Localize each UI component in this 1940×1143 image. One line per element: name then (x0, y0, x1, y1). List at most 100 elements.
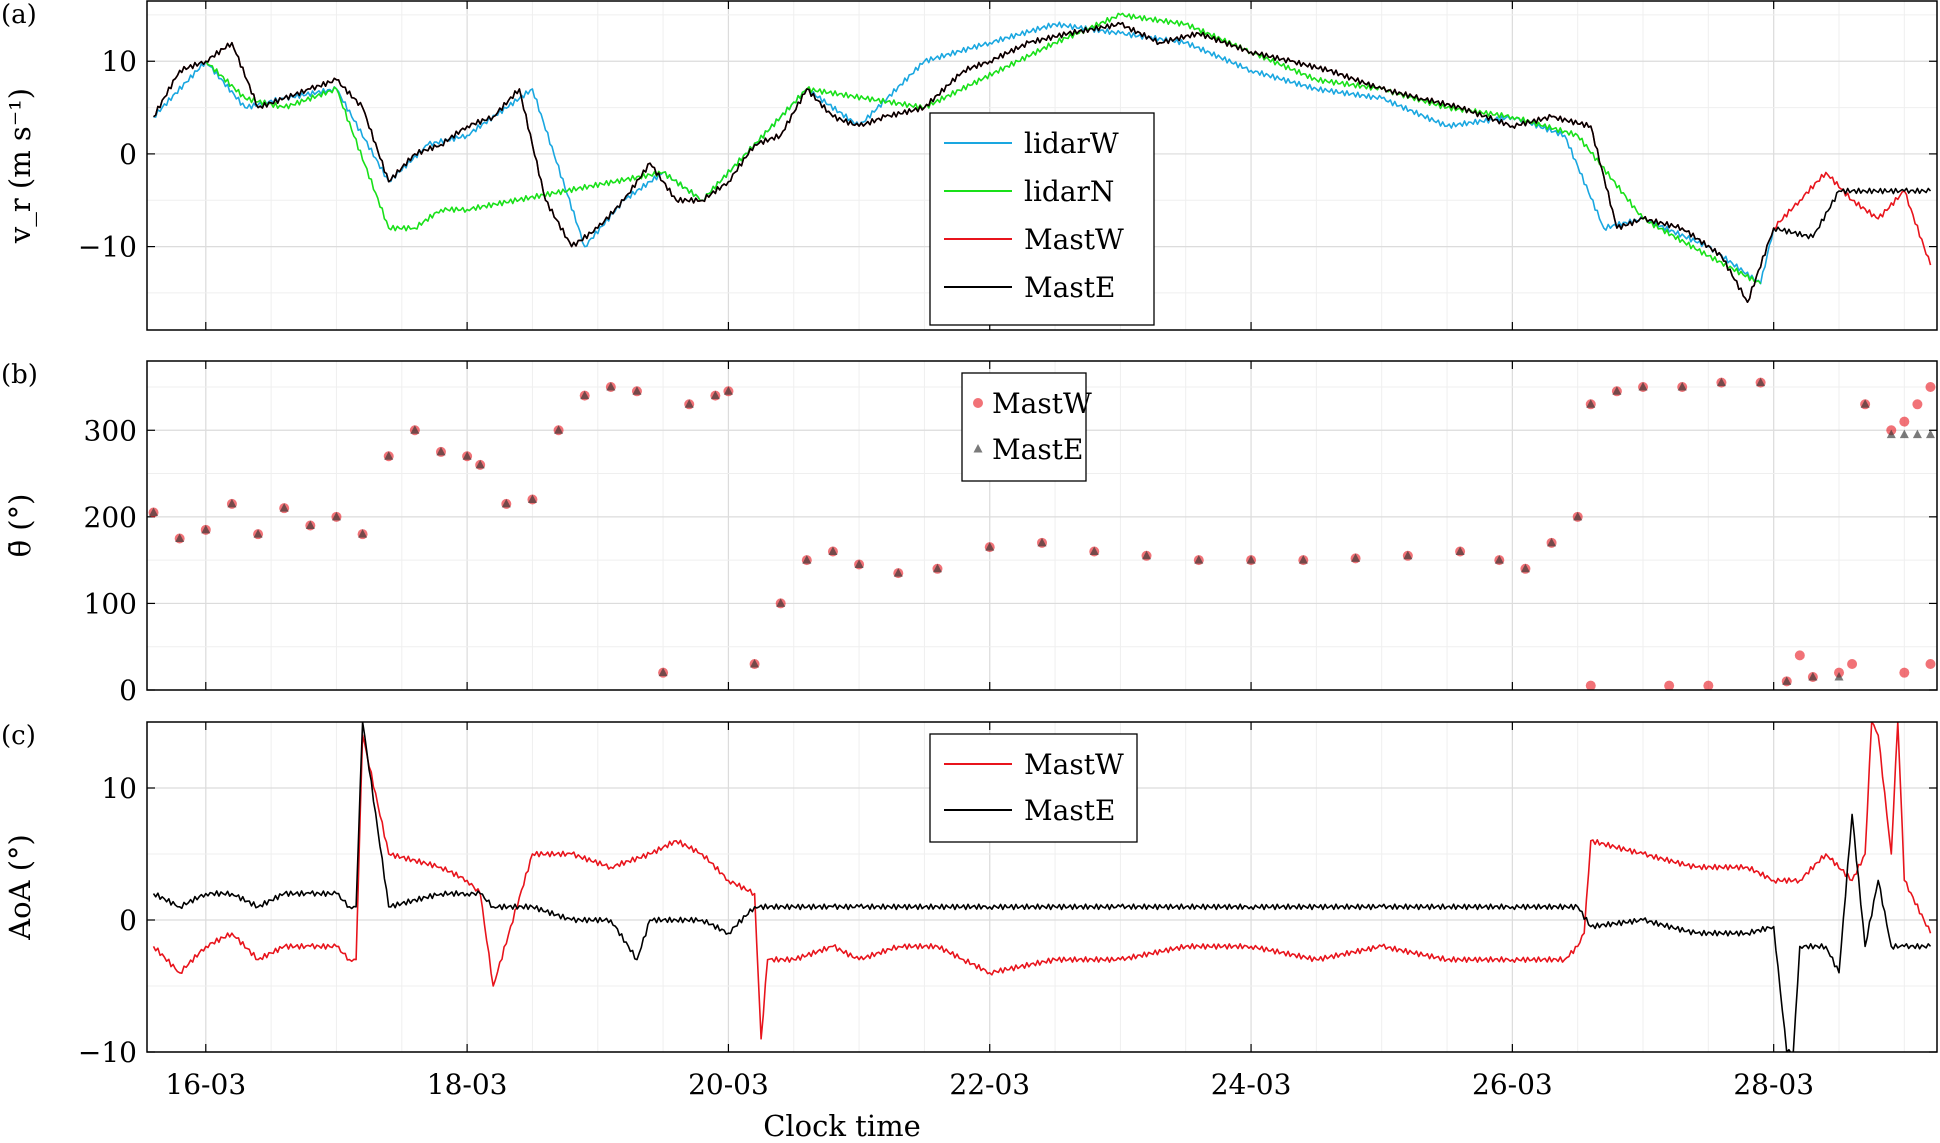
legend-label-MastW: MastW (992, 387, 1092, 420)
point-MastE (175, 533, 185, 542)
point-MastW (1585, 680, 1596, 690)
series-line-MastE (152, 722, 1932, 1052)
point-MastE (1194, 555, 1204, 564)
series-line-MastW (152, 722, 1932, 1040)
legend-label-MastW: MastW (1024, 748, 1124, 781)
point-MastE (1494, 555, 1504, 564)
legend: lidarW lidarN MastW MastE (929, 112, 1155, 326)
point-MastE (1246, 555, 1256, 564)
panel-c: −10 0 10 (c) AoA (°) MastW MastE (1, 721, 1938, 1069)
point-MastE (527, 494, 537, 504)
y-tick-label: 10 (101, 772, 137, 805)
y-axis-label: AoA (°) (3, 834, 37, 941)
point-MastE (893, 568, 903, 577)
panel-label: (a) (1, 0, 37, 30)
x-tick-label: 26-03 (1472, 1068, 1553, 1101)
point-MastE (710, 390, 720, 400)
point-MastE (1403, 550, 1413, 560)
legend-label-lidarW: lidarW (1024, 127, 1119, 160)
point-MastE (253, 529, 263, 538)
plot-area (152, 722, 1932, 1052)
legend-label-MastE: MastE (1024, 794, 1115, 827)
point-MastE (410, 425, 420, 434)
point-MastE (1860, 399, 1870, 408)
point-MastE (985, 542, 995, 551)
y-axis-label: v_r (m s⁻¹) (3, 88, 38, 244)
point-MastE (1573, 511, 1583, 521)
x-tick-label: 18-03 (427, 1068, 508, 1101)
point-MastE (606, 381, 616, 391)
legend: MastW MastE (929, 733, 1138, 843)
legend-box (929, 112, 1155, 326)
y-tick-label: 200 (84, 501, 137, 534)
panel-label: (b) (1, 360, 38, 390)
legend-label-MastE: MastE (1024, 271, 1115, 304)
point-MastW (1794, 650, 1805, 661)
panel-b: 0 100 200 300 (b) θ̄ (°) MastW MastE (1, 360, 1938, 707)
point-MastW (1664, 680, 1675, 690)
point-MastW (1925, 659, 1936, 670)
point-MastE (1886, 429, 1896, 439)
point-MastW (1925, 381, 1936, 392)
y-tick-label: 0 (119, 904, 137, 937)
y-tick-label: 300 (84, 414, 137, 447)
y-tick-label: 0 (119, 674, 137, 707)
point-MastE (1925, 429, 1935, 439)
point-MastE (1899, 429, 1909, 439)
point-MastE (305, 520, 315, 529)
point-MastW (1899, 667, 1910, 678)
point-MastE (1834, 672, 1844, 681)
point-MastE (1455, 546, 1465, 555)
point-MastE (580, 390, 590, 400)
point-MastE (279, 503, 289, 512)
point-MastE (684, 399, 694, 408)
series-line-lidarN (205, 12, 1762, 285)
legend-box (961, 372, 1087, 482)
y-tick-label: 0 (119, 138, 137, 171)
point-MastE (1677, 381, 1687, 391)
point-MastE (1351, 553, 1361, 562)
point-MastE (358, 529, 368, 538)
point-MastW (1703, 680, 1714, 690)
point-MastE (1520, 563, 1530, 573)
axes-frame (146, 0, 1938, 331)
x-axis-label: Clock time (763, 1109, 921, 1143)
point-MastE (201, 524, 211, 534)
panel-a: −10 0 10 (a) v_r (m s⁻¹) lidarW lidarN MastW Mas… (1, 0, 1938, 331)
y-tick-label: 10 (101, 45, 137, 78)
point-MastE (932, 563, 942, 573)
axes-frame (146, 721, 1938, 1053)
legend-label-MastE: MastE (992, 433, 1083, 466)
point-MastE (227, 498, 237, 508)
x-tick-label: 20-03 (688, 1068, 769, 1101)
point-MastE (658, 667, 668, 677)
point-MastE (1638, 381, 1648, 391)
point-MastE (1037, 537, 1047, 547)
point-MastE (1142, 550, 1152, 560)
shared-x-axis: 16-03 18-03 20-03 22-03 24-03 26-03 28-03 (165, 1068, 1814, 1101)
point-MastE (149, 507, 159, 517)
series-line-MastE (153, 21, 1932, 304)
legend: MastW MastE (961, 372, 1092, 482)
plot-area (153, 12, 1932, 304)
point-MastE (723, 386, 733, 395)
point-MastE (1808, 672, 1818, 681)
point-MastE (750, 659, 760, 668)
point-MastE (462, 451, 472, 460)
x-tick-label: 28-03 (1733, 1068, 1814, 1101)
point-MastE (384, 451, 394, 460)
point-MastE (632, 386, 642, 395)
y-tick-label: −10 (78, 231, 137, 264)
point-MastW (1899, 416, 1910, 427)
point-MastE (1298, 555, 1308, 564)
panel-label: (c) (1, 721, 36, 751)
point-MastE (436, 446, 446, 456)
legend-label-lidarN: lidarN (1024, 175, 1114, 208)
point-MastE (1547, 537, 1557, 547)
axes-frame (146, 360, 1938, 691)
point-MastE (802, 555, 812, 564)
plot-area (148, 377, 1936, 690)
y-axis-label: θ̄ (°) (3, 494, 37, 558)
point-MastE (554, 425, 564, 434)
